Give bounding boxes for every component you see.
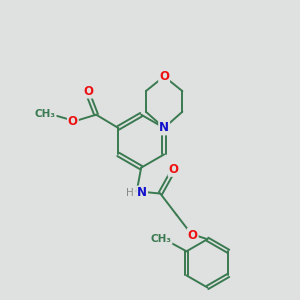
Text: O: O <box>83 85 93 98</box>
Text: O: O <box>68 115 78 128</box>
Text: O: O <box>159 70 169 83</box>
Text: N: N <box>137 187 147 200</box>
Text: CH₃: CH₃ <box>151 234 172 244</box>
Text: O: O <box>169 163 178 176</box>
Text: N: N <box>159 122 169 134</box>
Text: CH₃: CH₃ <box>35 109 56 119</box>
Text: H: H <box>126 188 134 198</box>
Text: O: O <box>188 229 198 242</box>
